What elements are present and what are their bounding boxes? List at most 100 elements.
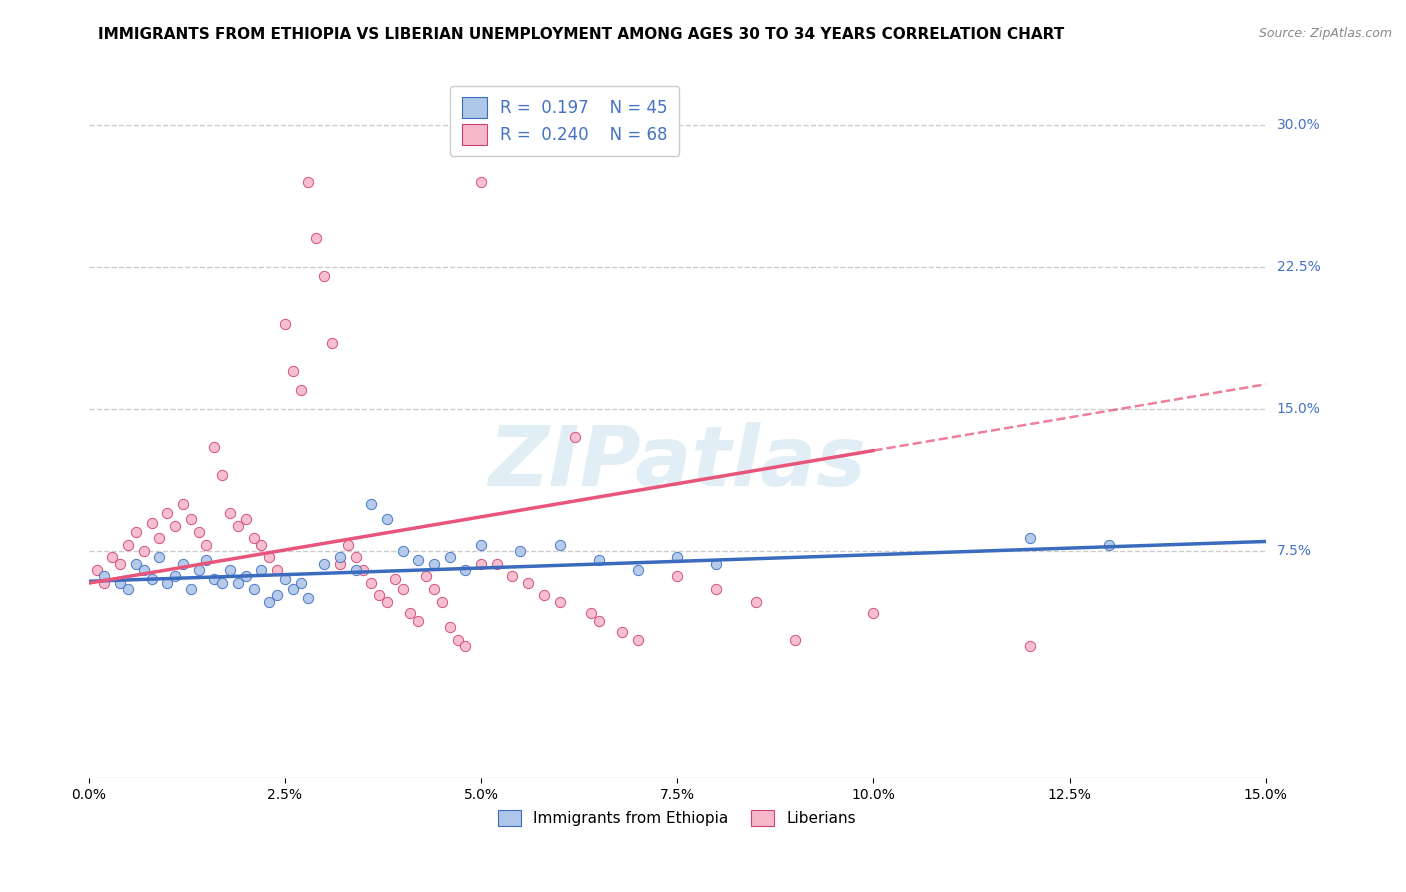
Point xyxy=(439,549,461,564)
Point xyxy=(517,576,540,591)
Point xyxy=(148,531,170,545)
Point xyxy=(588,614,610,628)
Point xyxy=(141,516,163,530)
Y-axis label: Unemployment Among Ages 30 to 34 years: Unemployment Among Ages 30 to 34 years xyxy=(0,277,7,580)
Point xyxy=(783,632,806,647)
Point xyxy=(219,506,242,520)
Point xyxy=(172,558,194,572)
Point xyxy=(93,576,115,591)
Point xyxy=(290,576,312,591)
Point xyxy=(195,538,218,552)
Point xyxy=(509,544,531,558)
Point xyxy=(415,568,437,582)
Point xyxy=(132,544,155,558)
Point xyxy=(391,544,413,558)
Point xyxy=(125,558,148,572)
Point xyxy=(165,519,187,533)
Point xyxy=(211,576,233,591)
Point xyxy=(399,607,422,621)
Point xyxy=(290,383,312,397)
Point xyxy=(226,576,249,591)
Point xyxy=(408,553,430,567)
Point xyxy=(454,563,477,577)
Text: 22.5%: 22.5% xyxy=(1277,260,1320,274)
Point xyxy=(352,563,374,577)
Text: IMMIGRANTS FROM ETHIOPIA VS LIBERIAN UNEMPLOYMENT AMONG AGES 30 TO 34 YEARS CORR: IMMIGRANTS FROM ETHIOPIA VS LIBERIAN UNE… xyxy=(98,27,1064,42)
Point xyxy=(108,576,131,591)
Point xyxy=(336,538,359,552)
Point xyxy=(297,591,319,606)
Point xyxy=(485,558,508,572)
Point xyxy=(117,538,139,552)
Point xyxy=(187,563,209,577)
Point xyxy=(439,620,461,634)
Point xyxy=(93,568,115,582)
Point xyxy=(250,563,273,577)
Point xyxy=(666,568,689,582)
Point xyxy=(235,512,257,526)
Point xyxy=(242,531,264,545)
Point xyxy=(579,607,602,621)
Point xyxy=(744,595,766,609)
Point xyxy=(391,582,413,596)
Point xyxy=(211,468,233,483)
Point xyxy=(470,558,492,572)
Point xyxy=(187,524,209,539)
Point xyxy=(125,524,148,539)
Point xyxy=(423,582,446,596)
Point xyxy=(314,269,336,284)
Point xyxy=(281,364,304,378)
Point xyxy=(141,572,163,586)
Point xyxy=(314,558,336,572)
Text: 30.0%: 30.0% xyxy=(1277,118,1320,132)
Point xyxy=(706,582,728,596)
Point xyxy=(117,582,139,596)
Point xyxy=(533,587,555,601)
Point xyxy=(588,553,610,567)
Text: 15.0%: 15.0% xyxy=(1277,402,1320,416)
Point xyxy=(266,587,288,601)
Text: ZIPatlas: ZIPatlas xyxy=(488,423,866,503)
Point xyxy=(360,497,382,511)
Point xyxy=(375,512,398,526)
Point xyxy=(219,563,242,577)
Point xyxy=(281,582,304,596)
Point xyxy=(156,506,179,520)
Point xyxy=(86,563,108,577)
Point xyxy=(666,549,689,564)
Point xyxy=(101,549,124,564)
Point xyxy=(384,572,406,586)
Point xyxy=(375,595,398,609)
Point xyxy=(180,582,202,596)
Point xyxy=(195,553,218,567)
Point xyxy=(235,568,257,582)
Point xyxy=(470,175,492,189)
Text: Source: ZipAtlas.com: Source: ZipAtlas.com xyxy=(1258,27,1392,40)
Point xyxy=(862,607,884,621)
Point xyxy=(627,563,650,577)
Point xyxy=(257,549,280,564)
Point xyxy=(430,595,453,609)
Point xyxy=(706,558,728,572)
Point xyxy=(360,576,382,591)
Point xyxy=(368,587,391,601)
Point xyxy=(242,582,264,596)
Point xyxy=(548,538,571,552)
Point xyxy=(148,549,170,564)
Point xyxy=(274,317,297,331)
Point xyxy=(1019,531,1042,545)
Point xyxy=(344,563,367,577)
Point xyxy=(446,632,468,647)
Point xyxy=(329,549,352,564)
Point xyxy=(344,549,367,564)
Point xyxy=(202,572,225,586)
Point xyxy=(172,497,194,511)
Point xyxy=(132,563,155,577)
Point xyxy=(274,572,297,586)
Point xyxy=(321,335,343,350)
Point xyxy=(612,625,634,640)
Point xyxy=(564,430,586,444)
Text: 7.5%: 7.5% xyxy=(1277,544,1312,558)
Point xyxy=(297,175,319,189)
Point xyxy=(470,538,492,552)
